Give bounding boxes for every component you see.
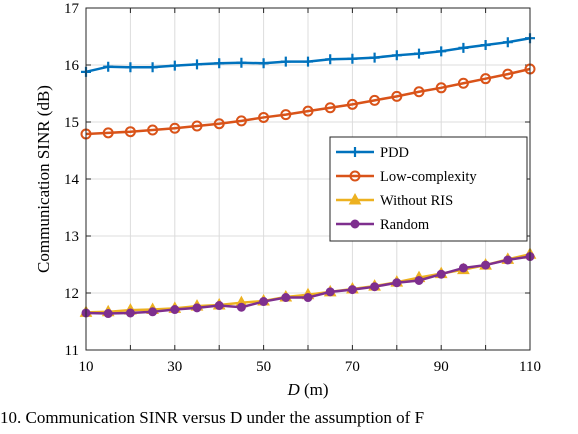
chart: 10 30 50 70 90 110 11 12 13 14 15 16 17 Communicatio… xyxy=(34,1,541,399)
data-point xyxy=(147,62,158,73)
data-point xyxy=(258,58,269,69)
legend-item: Without RIS xyxy=(336,192,453,209)
legend-marker xyxy=(348,192,362,205)
legend-item: PDD xyxy=(336,145,409,161)
legend-label: PDD xyxy=(380,145,409,161)
data-point xyxy=(236,57,247,68)
y-tick-label: 15 xyxy=(64,115,79,131)
data-point xyxy=(369,52,380,63)
plot-area-border xyxy=(85,7,531,351)
axis-ticks: 10 30 50 70 90 110 11 12 13 14 15 16 17 xyxy=(64,1,541,375)
x-axis-title: D (m) xyxy=(286,380,328,399)
legend-marker xyxy=(350,219,360,229)
data-point xyxy=(281,293,291,303)
data-point xyxy=(369,94,381,106)
data-point xyxy=(303,293,313,303)
data-point xyxy=(103,309,113,319)
data-point xyxy=(458,263,468,273)
data-point xyxy=(325,54,336,65)
data-point xyxy=(148,307,158,317)
data-point xyxy=(125,62,136,73)
legend-item: Random xyxy=(336,217,430,233)
data-point xyxy=(303,56,313,67)
series-pdd xyxy=(81,33,535,77)
data-point xyxy=(192,59,202,70)
data-point xyxy=(170,305,180,315)
y-tick-label: 12 xyxy=(64,286,79,302)
y-axis-label: Communication SINR (dB) xyxy=(34,85,53,273)
data-point xyxy=(413,86,425,98)
data-point xyxy=(236,302,246,312)
data-point xyxy=(259,297,269,307)
legend-marker xyxy=(349,170,361,182)
y-tick-label: 11 xyxy=(65,343,79,359)
data-point xyxy=(436,269,446,279)
data-point xyxy=(435,82,447,94)
data-point xyxy=(125,308,135,318)
data-point xyxy=(258,111,270,123)
data-point xyxy=(458,42,469,53)
data-point xyxy=(192,303,202,313)
data-point xyxy=(502,68,514,80)
data-point xyxy=(280,56,291,67)
x-axis-variable: D xyxy=(286,380,300,399)
data-point xyxy=(280,109,292,121)
legend-item: Low-complexity xyxy=(336,169,477,185)
data-point xyxy=(147,124,159,136)
data-point xyxy=(346,98,358,110)
data-point xyxy=(347,285,357,295)
y-tick-label: 13 xyxy=(64,229,79,245)
data-point xyxy=(503,255,513,265)
data-point xyxy=(235,115,247,127)
legend-marker xyxy=(350,147,360,157)
data-point xyxy=(370,282,380,292)
data-point xyxy=(214,301,224,311)
data-point xyxy=(324,102,336,114)
x-tick-label: 70 xyxy=(345,359,360,375)
data-point xyxy=(169,60,180,71)
y-tick-label: 14 xyxy=(64,172,80,188)
data-point xyxy=(392,278,402,288)
data-point xyxy=(502,37,513,48)
series-line xyxy=(85,67,531,136)
data-point xyxy=(103,61,114,72)
data-point xyxy=(191,120,203,132)
legend: PDD Low-complexity Without RIS Random xyxy=(329,136,528,242)
data-point xyxy=(214,58,225,69)
data-point xyxy=(391,50,402,61)
data-point xyxy=(480,40,491,51)
data-point xyxy=(213,118,225,130)
data-point xyxy=(391,90,403,102)
x-tick-label: 50 xyxy=(256,359,271,375)
y-axis-title: Communication SINR (dB) xyxy=(34,85,53,273)
data-point xyxy=(481,260,491,270)
x-tick-label: 10 xyxy=(79,359,94,375)
data-point xyxy=(414,48,424,59)
data-point xyxy=(325,287,335,297)
data-point xyxy=(480,73,492,85)
data-point xyxy=(124,126,136,138)
series-low-complexity xyxy=(80,63,536,140)
data-point xyxy=(414,275,424,285)
data-point xyxy=(169,122,181,134)
y-tick-label: 16 xyxy=(64,58,80,74)
data-point xyxy=(457,77,469,89)
data-point xyxy=(347,53,358,64)
x-tick-label: 30 xyxy=(167,359,182,375)
x-tick-label: 110 xyxy=(519,359,541,375)
x-axis-unit: (m) xyxy=(304,380,329,399)
figure-caption: 10. Communication SINR versus D under th… xyxy=(0,408,425,427)
legend-label: Without RIS xyxy=(380,193,453,209)
y-tick-label: 17 xyxy=(64,1,80,17)
series-random xyxy=(81,252,535,319)
data-point xyxy=(436,46,447,57)
legend-label: Low-complexity xyxy=(380,169,477,185)
x-tick-label: 90 xyxy=(434,359,449,375)
data-point xyxy=(302,105,314,117)
legend-label: Random xyxy=(380,217,430,233)
data-point xyxy=(102,127,114,139)
plot-series xyxy=(79,33,537,319)
